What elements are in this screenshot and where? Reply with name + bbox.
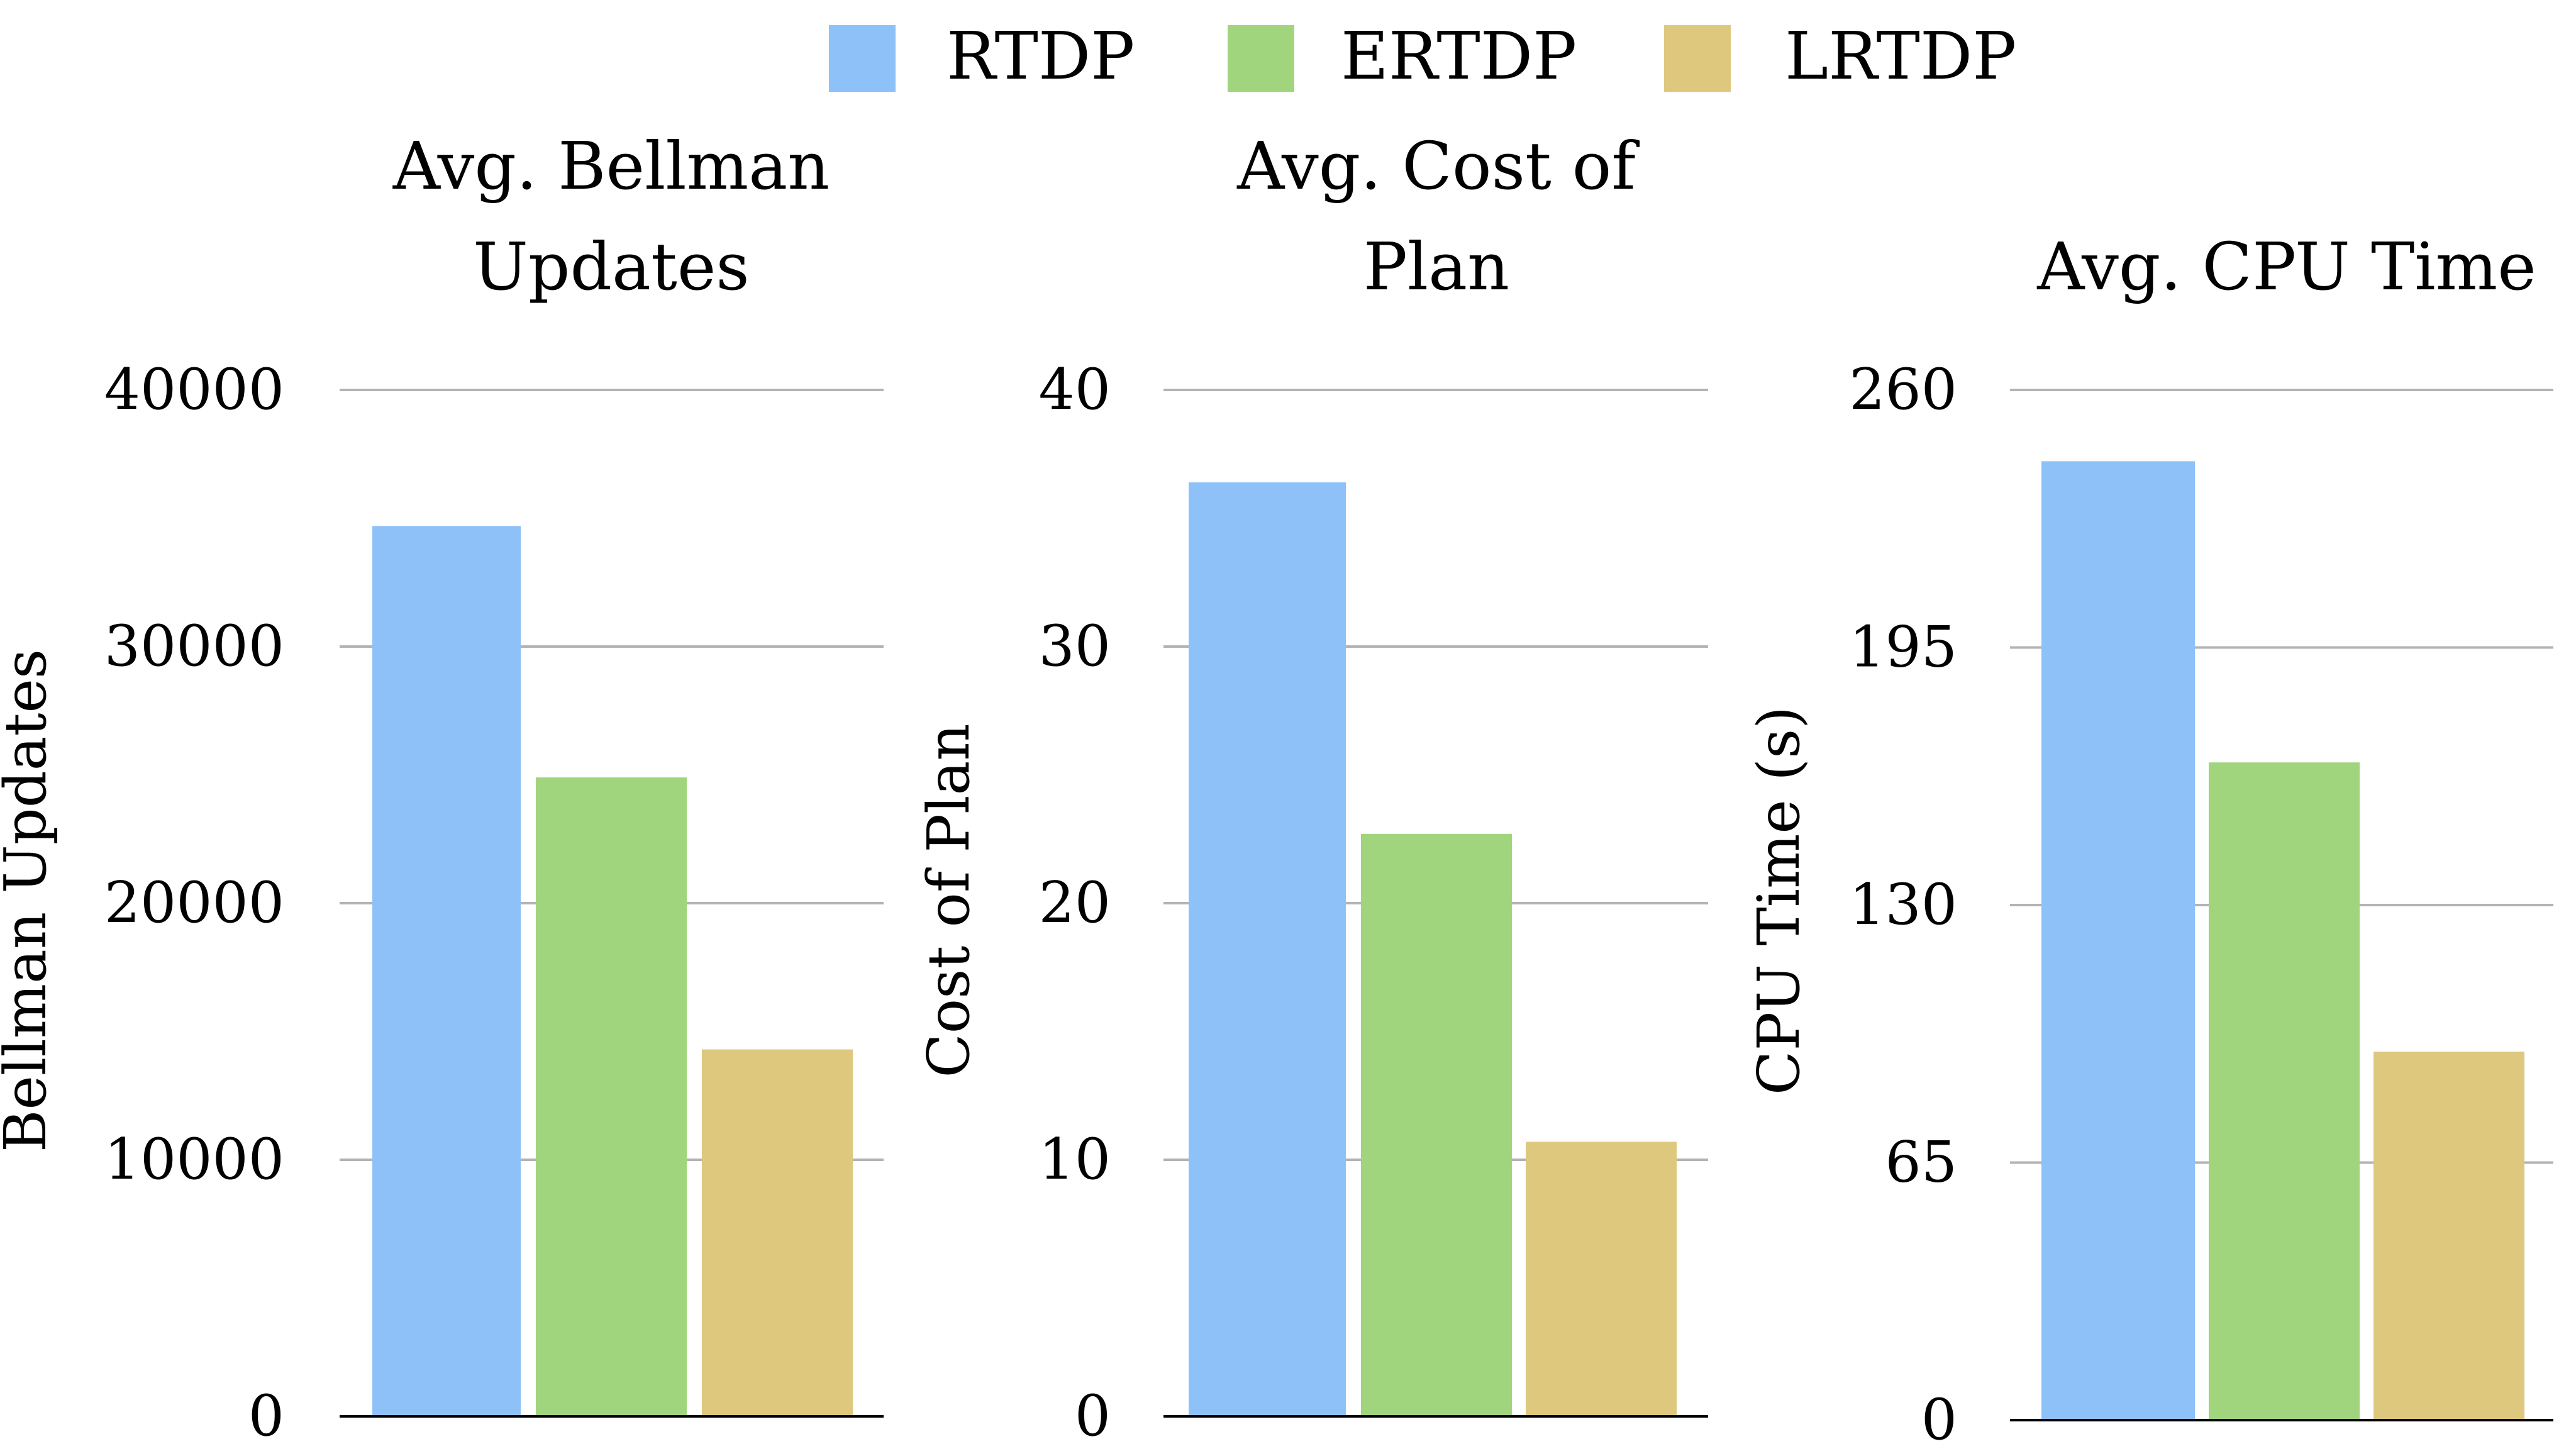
y-tick-label: 20 [1038, 870, 1111, 936]
bar-rtdp [372, 526, 521, 1416]
legend-label: LRTDP [1785, 18, 2016, 94]
bar-rtdp [1189, 482, 1346, 1416]
y-tick-label: 40 [1038, 357, 1111, 423]
y-axis-label: Cost of Plan [915, 723, 982, 1077]
y-tick-label: 195 [1849, 614, 1957, 681]
chart-title-line: Avg. Cost of [1236, 128, 1640, 204]
bar-lrtdp [2373, 1052, 2524, 1420]
y-tick-label: 0 [248, 1383, 284, 1449]
y-tick-label: 30 [1038, 613, 1111, 679]
y-tick-label: 130 [1849, 872, 1957, 938]
y-axis-label: Bellman Updates [0, 649, 59, 1152]
bar-ertdp [2209, 762, 2360, 1420]
legend-swatch [1664, 25, 1731, 92]
y-tick-label: 20000 [104, 870, 284, 936]
y-tick-label: 260 [1849, 357, 1957, 423]
y-tick-label: 0 [1921, 1387, 1957, 1453]
legend-swatch [1228, 25, 1294, 92]
y-axis-label: CPU Time (s) [1745, 706, 1813, 1095]
y-tick-label: 0 [1075, 1383, 1111, 1449]
bar-lrtdp [702, 1050, 853, 1416]
chart-title-line: Avg. CPU Time [2036, 228, 2536, 305]
chart-title-line: Plan [1363, 228, 1509, 305]
chart-panel-cpu-time: Avg. CPU Time 0 65 130 195 260 CPU Time (s) [1745, 228, 2553, 1453]
y-tick-label: 30000 [104, 613, 284, 679]
y-tick-label: 10 [1038, 1126, 1111, 1192]
legend-item-ertdp: ERTDP [1228, 18, 1577, 94]
y-tick-label: 65 [1885, 1130, 1957, 1196]
bar-ertdp [536, 777, 687, 1416]
legend-swatch [829, 25, 896, 92]
legend-item-rtdp: RTDP [829, 18, 1135, 94]
legend: RTDP ERTDP LRTDP [829, 18, 2016, 94]
y-tick-label: 40000 [104, 357, 284, 423]
y-tick-label: 10000 [104, 1126, 284, 1192]
legend-label: ERTDP [1341, 18, 1577, 94]
chart-title-line: Avg. Bellman [392, 128, 830, 204]
bar-lrtdp [1526, 1142, 1677, 1416]
chart-panels: Avg. Bellman Updates 0 10000 20000 30000 40000… [0, 128, 2553, 1453]
chart-title-line: Updates [473, 228, 750, 305]
chart-panel-bellman-updates: Avg. Bellman Updates 0 10000 20000 30000 40000… [0, 128, 884, 1449]
bar-ertdp [1361, 834, 1512, 1416]
chart-panel-cost-of-plan: Avg. Cost of Plan 0 10 20 30 40 Cost of Plan [915, 128, 1708, 1449]
bar-rtdp [2041, 461, 2195, 1420]
legend-label: RTDP [947, 18, 1135, 94]
legend-item-lrtdp: LRTDP [1664, 18, 2016, 94]
